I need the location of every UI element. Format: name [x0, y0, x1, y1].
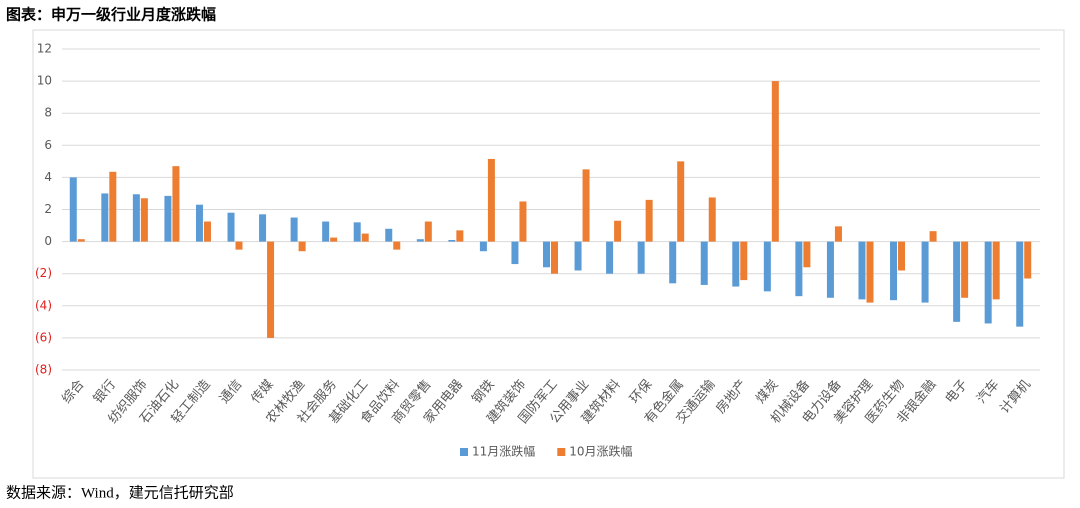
bar [140, 198, 148, 242]
bar [69, 177, 77, 242]
x-tick-label: 通信 [217, 377, 245, 407]
bar [677, 161, 685, 242]
bar [101, 193, 109, 242]
y-tick-label: 6 [44, 138, 52, 152]
bar [740, 241, 748, 281]
bar [984, 241, 992, 324]
y-tick-label: (2) [35, 266, 52, 280]
bar [866, 241, 874, 303]
legend-label: 10月涨跌幅 [569, 444, 632, 459]
bar [992, 241, 1000, 300]
y-tick-label: 4 [44, 170, 52, 184]
bar [235, 241, 243, 250]
bar [890, 241, 898, 301]
x-tick-label: 房地产 [713, 377, 750, 417]
bar [1016, 241, 1024, 327]
legend-label: 11月涨跌幅 [472, 444, 535, 459]
legend-swatch [557, 448, 566, 456]
source-note: 数据来源：Wind，建元信托研究部 [6, 484, 234, 501]
y-tick-label: 10 [37, 74, 52, 88]
bar [203, 221, 211, 242]
bar [763, 241, 771, 292]
bar [606, 241, 614, 274]
bar [290, 217, 298, 242]
x-tick-label: 综合 [59, 377, 87, 407]
bar [109, 171, 117, 242]
bar [582, 169, 590, 242]
y-tick-label: 12 [37, 42, 52, 56]
y-tick-label: 2 [44, 202, 52, 216]
bar [519, 201, 527, 242]
bar [574, 241, 582, 271]
bar [929, 231, 937, 242]
x-tick-label: 钢铁 [469, 377, 497, 407]
bar [669, 241, 677, 284]
bar [826, 241, 834, 298]
bar [330, 237, 338, 242]
bar [353, 222, 361, 242]
bar [267, 241, 275, 338]
y-tick-label: 8 [44, 106, 52, 120]
y-tick-label: (8) [35, 363, 52, 377]
bar [614, 220, 622, 242]
legend-swatch [460, 448, 468, 456]
bar [858, 241, 866, 300]
bar [511, 241, 519, 265]
bar [708, 197, 716, 242]
chart-title: 图表：申万一级行业月度涨跌幅 [6, 6, 216, 24]
bar [961, 241, 969, 298]
x-tick-label: 计算机 [997, 377, 1034, 417]
bar [921, 241, 929, 303]
bar [898, 241, 906, 271]
bar [551, 241, 558, 274]
bar [487, 158, 495, 242]
bar [448, 239, 456, 242]
bar [543, 241, 550, 268]
x-tick-label: 汽车 [973, 377, 1002, 407]
bar [456, 230, 464, 242]
x-tick-label: 传媒 [249, 377, 277, 407]
bar [771, 81, 779, 242]
y-tick-label: (6) [35, 330, 52, 344]
bar [132, 194, 140, 242]
bar [645, 199, 653, 242]
bar [77, 239, 85, 242]
x-tick-label: 环保 [627, 377, 655, 407]
bar [479, 241, 487, 252]
bar [322, 221, 330, 242]
y-tick-label: 0 [44, 234, 52, 248]
bar [637, 241, 645, 274]
bar [795, 241, 803, 297]
bar [424, 221, 432, 242]
bar [361, 233, 369, 242]
bar [259, 214, 267, 242]
bar [1024, 241, 1032, 279]
y-tick-label: (4) [35, 298, 52, 312]
bar [385, 228, 393, 242]
x-tick-label: 银行 [91, 377, 119, 407]
bar [834, 226, 842, 242]
chart-frame [32, 29, 1065, 479]
x-tick-label: 电子 [943, 377, 971, 407]
x-tick-label: 煤炭 [753, 377, 781, 407]
bar [953, 241, 961, 322]
bar [164, 195, 172, 242]
bar [172, 166, 180, 242]
bar [732, 241, 740, 287]
bar [393, 241, 401, 250]
bar [416, 239, 424, 242]
bar [803, 241, 811, 268]
bar [298, 241, 306, 252]
bar [195, 204, 203, 242]
bar [227, 212, 235, 242]
bar [700, 241, 708, 285]
